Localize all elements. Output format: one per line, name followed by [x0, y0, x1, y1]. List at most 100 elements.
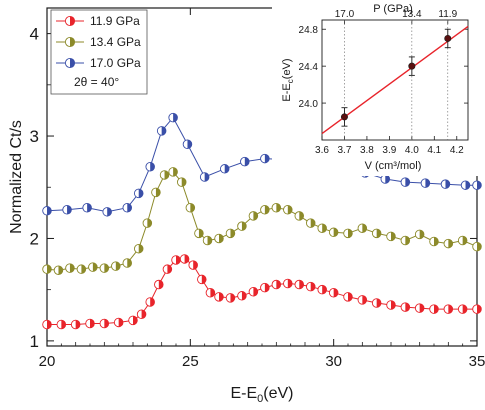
data-point: [145, 162, 155, 172]
data-point: [214, 233, 224, 244]
data-point: [283, 205, 293, 215]
data-point: [357, 295, 368, 305]
data-point-fill: [230, 293, 235, 303]
data-point: [128, 315, 138, 326]
x-axis-title-sub: 0: [257, 393, 263, 405]
inset-y-tick-label: 24.4: [299, 62, 319, 73]
data-point-fill: [477, 242, 482, 251]
legend-marker-fill: [70, 58, 75, 68]
legend-label: 13.4 GPa: [90, 35, 141, 49]
data-point-fill: [115, 261, 121, 271]
data-point: [260, 153, 270, 164]
data-point-fill: [385, 174, 390, 184]
data-point-fill: [376, 229, 381, 238]
data-point: [225, 228, 236, 239]
data-point: [414, 229, 425, 240]
data-point-fill: [419, 303, 424, 313]
data-point-fill: [264, 205, 270, 215]
legend-marker: [64, 57, 76, 69]
y-tick-label: 2: [30, 229, 39, 248]
data-point: [443, 304, 454, 314]
inset-y-axis-title: E-Ec(eV): [281, 58, 295, 101]
data-point-fill: [299, 211, 304, 221]
data-point-fill: [58, 265, 63, 275]
inset-x-tick-label: 3.9: [382, 145, 396, 156]
inset-x-tick-label: 4.0: [405, 145, 419, 156]
data-point: [457, 304, 468, 314]
inset-marks: [321, 25, 469, 135]
data-point: [136, 309, 147, 319]
data-point: [56, 319, 67, 330]
data-point-fill: [193, 260, 198, 270]
data-point: [443, 238, 454, 249]
inset-x-tick-label: 3.8: [360, 145, 374, 156]
data-point: [440, 179, 451, 189]
legend-marker-fill: [70, 37, 75, 47]
inset-axes: 3.6 3.7 3.8 3.9 4.0 4.1 4.2 24.0 24.4 24.8 17.0 13.…: [299, 9, 468, 156]
data-point: [133, 243, 144, 254]
data-point: [237, 221, 247, 231]
data-point: [202, 235, 213, 246]
data-point: [122, 258, 133, 268]
data-point: [42, 206, 52, 216]
data-point-fill: [287, 205, 293, 215]
inset-data-point: [340, 107, 348, 127]
data-point: [151, 187, 161, 198]
legend-label: 17.0 GPa: [90, 56, 141, 70]
data-point: [260, 205, 270, 215]
data-point: [159, 170, 170, 180]
data-point-fill: [244, 157, 250, 166]
inset-background: [272, 4, 478, 176]
inset-x-tick-label: 3.7: [338, 145, 352, 156]
data-point-fill: [310, 282, 316, 291]
data-point-fill: [184, 254, 189, 264]
data-point-fill: [87, 203, 92, 213]
data-point-fill: [181, 177, 187, 187]
data-point-fill: [107, 207, 112, 217]
data-point: [400, 235, 411, 246]
data-point: [240, 156, 250, 167]
inset-chart: 3.6 3.7 3.8 3.9 4.0 4.1 4.2 24.0 24.4 24.8 17.0 13.…: [272, 3, 478, 176]
data-point-fill: [47, 206, 52, 216]
data-point: [188, 260, 198, 270]
data-point-fill: [127, 203, 132, 213]
x-axis-title-unit: (eV): [263, 385, 293, 402]
data-point: [88, 262, 98, 272]
data-point-fill: [158, 280, 164, 289]
data-point: [111, 261, 121, 271]
data-point: [99, 318, 110, 329]
data-point: [179, 254, 190, 264]
data-point: [294, 211, 305, 221]
y-tick-label: 1: [30, 332, 39, 351]
data-point: [214, 292, 224, 302]
data-point: [343, 228, 353, 239]
data-point: [420, 178, 431, 188]
data-point-fill: [276, 203, 281, 213]
inset-y-axis-title-main: E-E: [281, 83, 293, 101]
data-point-fill: [69, 263, 75, 273]
data-point-fill: [161, 126, 166, 136]
data-point: [85, 318, 95, 329]
data-point-fill: [190, 203, 195, 213]
data-point-fill: [173, 167, 178, 177]
data-point-fill: [167, 264, 172, 274]
data-point-fill: [81, 264, 86, 274]
data-point-fill: [219, 292, 224, 302]
data-point: [414, 303, 425, 313]
data-point-fill: [150, 297, 155, 307]
data-point-fill: [287, 279, 293, 288]
data-point-fill: [322, 285, 327, 294]
data-point: [371, 228, 382, 239]
data-point-fill: [224, 164, 230, 174]
data-point-fill: [310, 218, 316, 228]
data-point-fill: [419, 230, 424, 239]
data-point-fill: [434, 304, 439, 314]
data-point-fill: [173, 113, 178, 122]
data-point: [168, 167, 178, 177]
data-point: [168, 112, 178, 123]
data-point: [42, 319, 52, 330]
data-point-fill: [118, 318, 123, 327]
y-axis-title: Normalized Ct/s: [8, 120, 25, 234]
data-point-fill: [104, 319, 109, 328]
data-point-fill: [434, 237, 439, 246]
